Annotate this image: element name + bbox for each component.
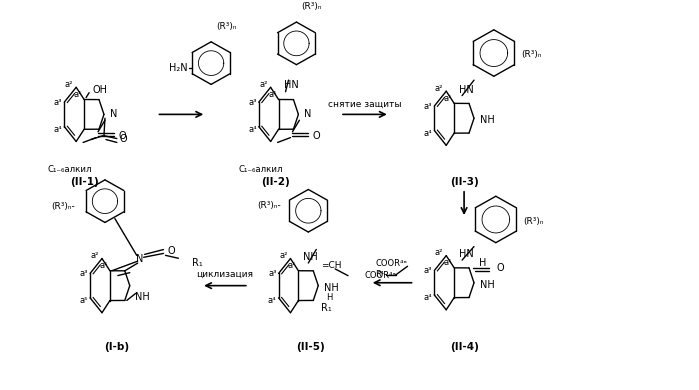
Text: O: O (118, 131, 126, 141)
Text: a¹: a¹ (99, 261, 108, 270)
Text: NH: NH (135, 292, 150, 302)
Text: a²: a² (435, 248, 443, 257)
Text: a²: a² (279, 251, 287, 260)
Text: NH: NH (480, 115, 495, 125)
Text: a¹: a¹ (268, 90, 277, 99)
Text: N: N (110, 109, 117, 119)
Text: (R³)ₙ: (R³)ₙ (301, 2, 322, 11)
Text: H₂N: H₂N (169, 63, 188, 73)
Text: R¹: R¹ (375, 271, 384, 280)
Text: HN: HN (284, 80, 298, 90)
Text: H: H (326, 293, 333, 302)
Text: R₁: R₁ (192, 258, 203, 268)
Text: (R³)ₙ: (R³)ₙ (524, 217, 544, 226)
Text: O: O (168, 246, 175, 257)
Text: (R³)ₙ: (R³)ₙ (521, 50, 542, 60)
Text: (R³)ₙ: (R³)ₙ (216, 22, 236, 31)
Text: a⁴: a⁴ (54, 125, 62, 134)
Text: HN: HN (459, 85, 474, 95)
Text: O: O (497, 263, 505, 273)
Text: HN: HN (459, 249, 474, 259)
Text: N: N (136, 254, 143, 264)
Text: a¹: a¹ (73, 90, 82, 99)
Text: (II-5): (II-5) (296, 342, 325, 352)
Text: C₁₋₆алкил: C₁₋₆алкил (48, 165, 92, 174)
Text: снятие защиты: снятие защиты (328, 100, 402, 109)
Text: a³: a³ (424, 266, 433, 275)
Text: a³: a³ (268, 269, 277, 278)
Text: a⁴: a⁴ (424, 293, 433, 302)
Text: NH: NH (480, 280, 495, 290)
Text: (II-2): (II-2) (261, 177, 290, 187)
Text: (R³)ₙ-: (R³)ₙ- (52, 202, 75, 211)
Text: a³: a³ (424, 101, 433, 111)
Text: =CH: =CH (322, 261, 342, 271)
Text: H: H (479, 258, 487, 268)
Text: a¹: a¹ (444, 259, 452, 268)
Text: O: O (119, 133, 127, 144)
Text: COOR⁴ᵃ: COOR⁴ᵃ (365, 271, 397, 280)
Text: NH: NH (324, 283, 339, 292)
Text: циклизация: циклизация (196, 269, 254, 278)
Text: (II-1): (II-1) (70, 177, 99, 187)
Text: a²: a² (91, 251, 99, 260)
Text: (II-3): (II-3) (449, 177, 478, 187)
Text: a⁴: a⁴ (424, 129, 433, 138)
Text: a³: a³ (80, 269, 88, 278)
Text: a³: a³ (248, 98, 257, 107)
Text: N: N (304, 109, 312, 119)
Text: a²: a² (259, 80, 268, 89)
Text: a⁴: a⁴ (268, 296, 277, 305)
Text: a⁵: a⁵ (80, 296, 88, 305)
Text: a¹: a¹ (288, 261, 296, 270)
Text: R₁: R₁ (322, 303, 332, 313)
Text: COOR⁴ᵃ: COOR⁴ᵃ (376, 259, 408, 268)
Text: (II-4): (II-4) (449, 342, 479, 352)
Text: a³: a³ (54, 98, 62, 107)
Text: (I-b): (I-b) (104, 342, 129, 352)
Text: NH: NH (303, 252, 318, 262)
Text: a²: a² (435, 84, 443, 93)
Text: (R³)ₙ-: (R³)ₙ- (257, 201, 280, 211)
Text: a⁴: a⁴ (248, 125, 257, 134)
Text: O: O (312, 131, 320, 141)
Text: a¹: a¹ (444, 94, 452, 103)
Text: C₁₋₆алкил: C₁₋₆алкил (238, 165, 283, 174)
Text: OH: OH (92, 85, 107, 95)
Text: a²: a² (65, 80, 73, 89)
